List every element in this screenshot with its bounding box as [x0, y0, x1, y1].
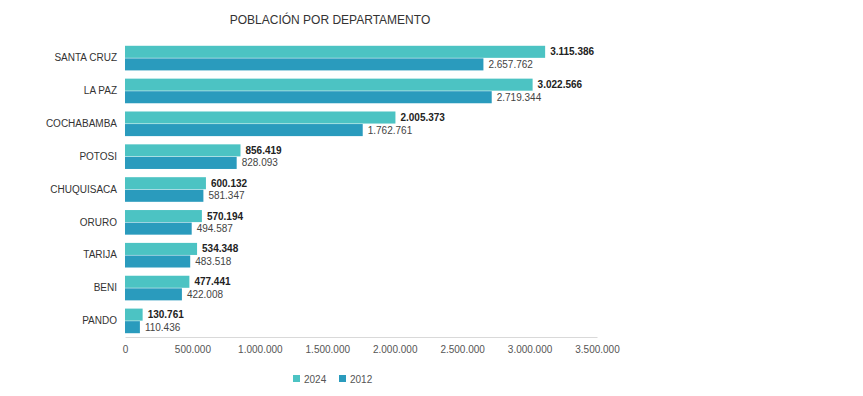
x-tick: 2.500.000 [440, 337, 485, 355]
x-tick-label: 1.500.000 [306, 344, 351, 355]
x-tick-label: 0 [123, 344, 129, 355]
x-tick-label: 2.000.000 [373, 344, 418, 355]
data-label: 856.419 [245, 145, 282, 156]
y-tick-label: COCHABAMBA [46, 118, 117, 129]
y-tick: CHUQUISACA [50, 184, 125, 195]
y-tick: LA PAZ [84, 85, 125, 96]
y-tick: TARIJA [83, 249, 125, 260]
y-tick-label: SANTA CRUZ [54, 52, 117, 63]
bar [125, 223, 192, 235]
bar [125, 255, 190, 267]
x-tick: 0 [123, 337, 129, 355]
x-tick-label: 2.500.000 [440, 344, 485, 355]
data-label: 1.762.761 [368, 125, 413, 136]
legend-swatch [339, 375, 346, 382]
data-label: 130.761 [148, 309, 185, 320]
data-label: 110.436 [145, 322, 181, 333]
data-label: 828.093 [242, 157, 279, 168]
bar [125, 46, 545, 58]
x-tick: 1.000.000 [238, 337, 283, 355]
bar [125, 177, 206, 189]
legend-swatch [293, 375, 300, 382]
x-tick: 3.000.000 [508, 337, 553, 355]
y-tick: SANTA CRUZ [54, 52, 125, 63]
data-label: 3.115.386 [550, 46, 594, 57]
x-tick-label: 500.000 [175, 344, 212, 355]
data-label: 581.347 [208, 190, 245, 201]
bar [125, 58, 483, 70]
x-tick: 3.500.000 [575, 337, 620, 355]
data-labels: 3.115.386 3.022.566 2.005.373 856.419 600.13… [145, 46, 595, 332]
x-tick: 500.000 [175, 337, 212, 355]
data-label: 600.132 [211, 178, 248, 189]
data-label: 570.194 [207, 211, 244, 222]
data-label: 494.587 [197, 223, 234, 234]
x-axis-line [126, 337, 598, 338]
bar [125, 321, 140, 333]
series [125, 46, 545, 321]
y-tick: POTOSI [79, 151, 125, 162]
bar [125, 124, 363, 136]
data-label: 422.008 [187, 289, 224, 300]
bar [125, 288, 182, 300]
x-tick-label: 1.000.000 [238, 344, 283, 355]
data-label: 483.518 [195, 256, 232, 267]
y-tick-label: BENI [94, 282, 117, 293]
x-tick: 1.500.000 [306, 337, 351, 355]
x-tick-label: 3.500.000 [575, 344, 620, 355]
bar [125, 309, 143, 321]
y-tick-label: PANDO [82, 315, 117, 326]
data-label: 477.441 [194, 276, 231, 287]
bar [125, 190, 203, 202]
y-tick-label: TARIJA [83, 249, 117, 260]
y-tick: COCHABAMBA [46, 118, 125, 129]
bars [125, 46, 545, 333]
bar [125, 243, 197, 255]
data-label: 3.022.566 [538, 79, 583, 90]
legend-item: 2012 [339, 374, 373, 385]
bar [125, 210, 202, 222]
data-label: 2.657.762 [488, 59, 533, 70]
legend-label: 2024 [304, 374, 327, 385]
title: POBLACIÓN POR DEPARTAMENTO [230, 12, 430, 27]
y-tick: PANDO [82, 315, 125, 326]
series [125, 58, 492, 333]
y-tick: ORURO [80, 217, 125, 228]
bar [125, 144, 240, 156]
plot: 0 500.000 1.000.000 1.500.000 2.000.000 2.500… [46, 46, 620, 355]
bar [125, 79, 533, 91]
data-label: 534.348 [202, 243, 239, 254]
bar [125, 91, 492, 103]
data-label: 2.005.373 [400, 112, 445, 123]
legend: 2024 2012 [293, 374, 373, 385]
y-axis: SANTA CRUZ LA PAZ COCHABAMBA POTOSI CHUQUISA… [46, 52, 125, 326]
x-tick-label: 3.000.000 [508, 344, 553, 355]
y-tick: BENI [94, 282, 125, 293]
chart: POBLACIÓN POR DEPARTAMENTO 0 500.000 1.000.… [0, 0, 863, 396]
bar [125, 157, 237, 169]
data-label: 2.719.344 [497, 92, 542, 103]
y-tick-label: ORURO [80, 217, 117, 228]
bar [125, 276, 189, 288]
y-tick-label: CHUQUISACA [50, 184, 117, 195]
legend-item: 2024 [293, 374, 327, 385]
y-tick-label: LA PAZ [84, 85, 117, 96]
bar [125, 111, 395, 123]
legend-label: 2012 [350, 374, 373, 385]
x-axis: 0 500.000 1.000.000 1.500.000 2.000.000 2.500… [123, 337, 620, 355]
y-tick-label: POTOSI [79, 151, 117, 162]
x-tick: 2.000.000 [373, 337, 418, 355]
